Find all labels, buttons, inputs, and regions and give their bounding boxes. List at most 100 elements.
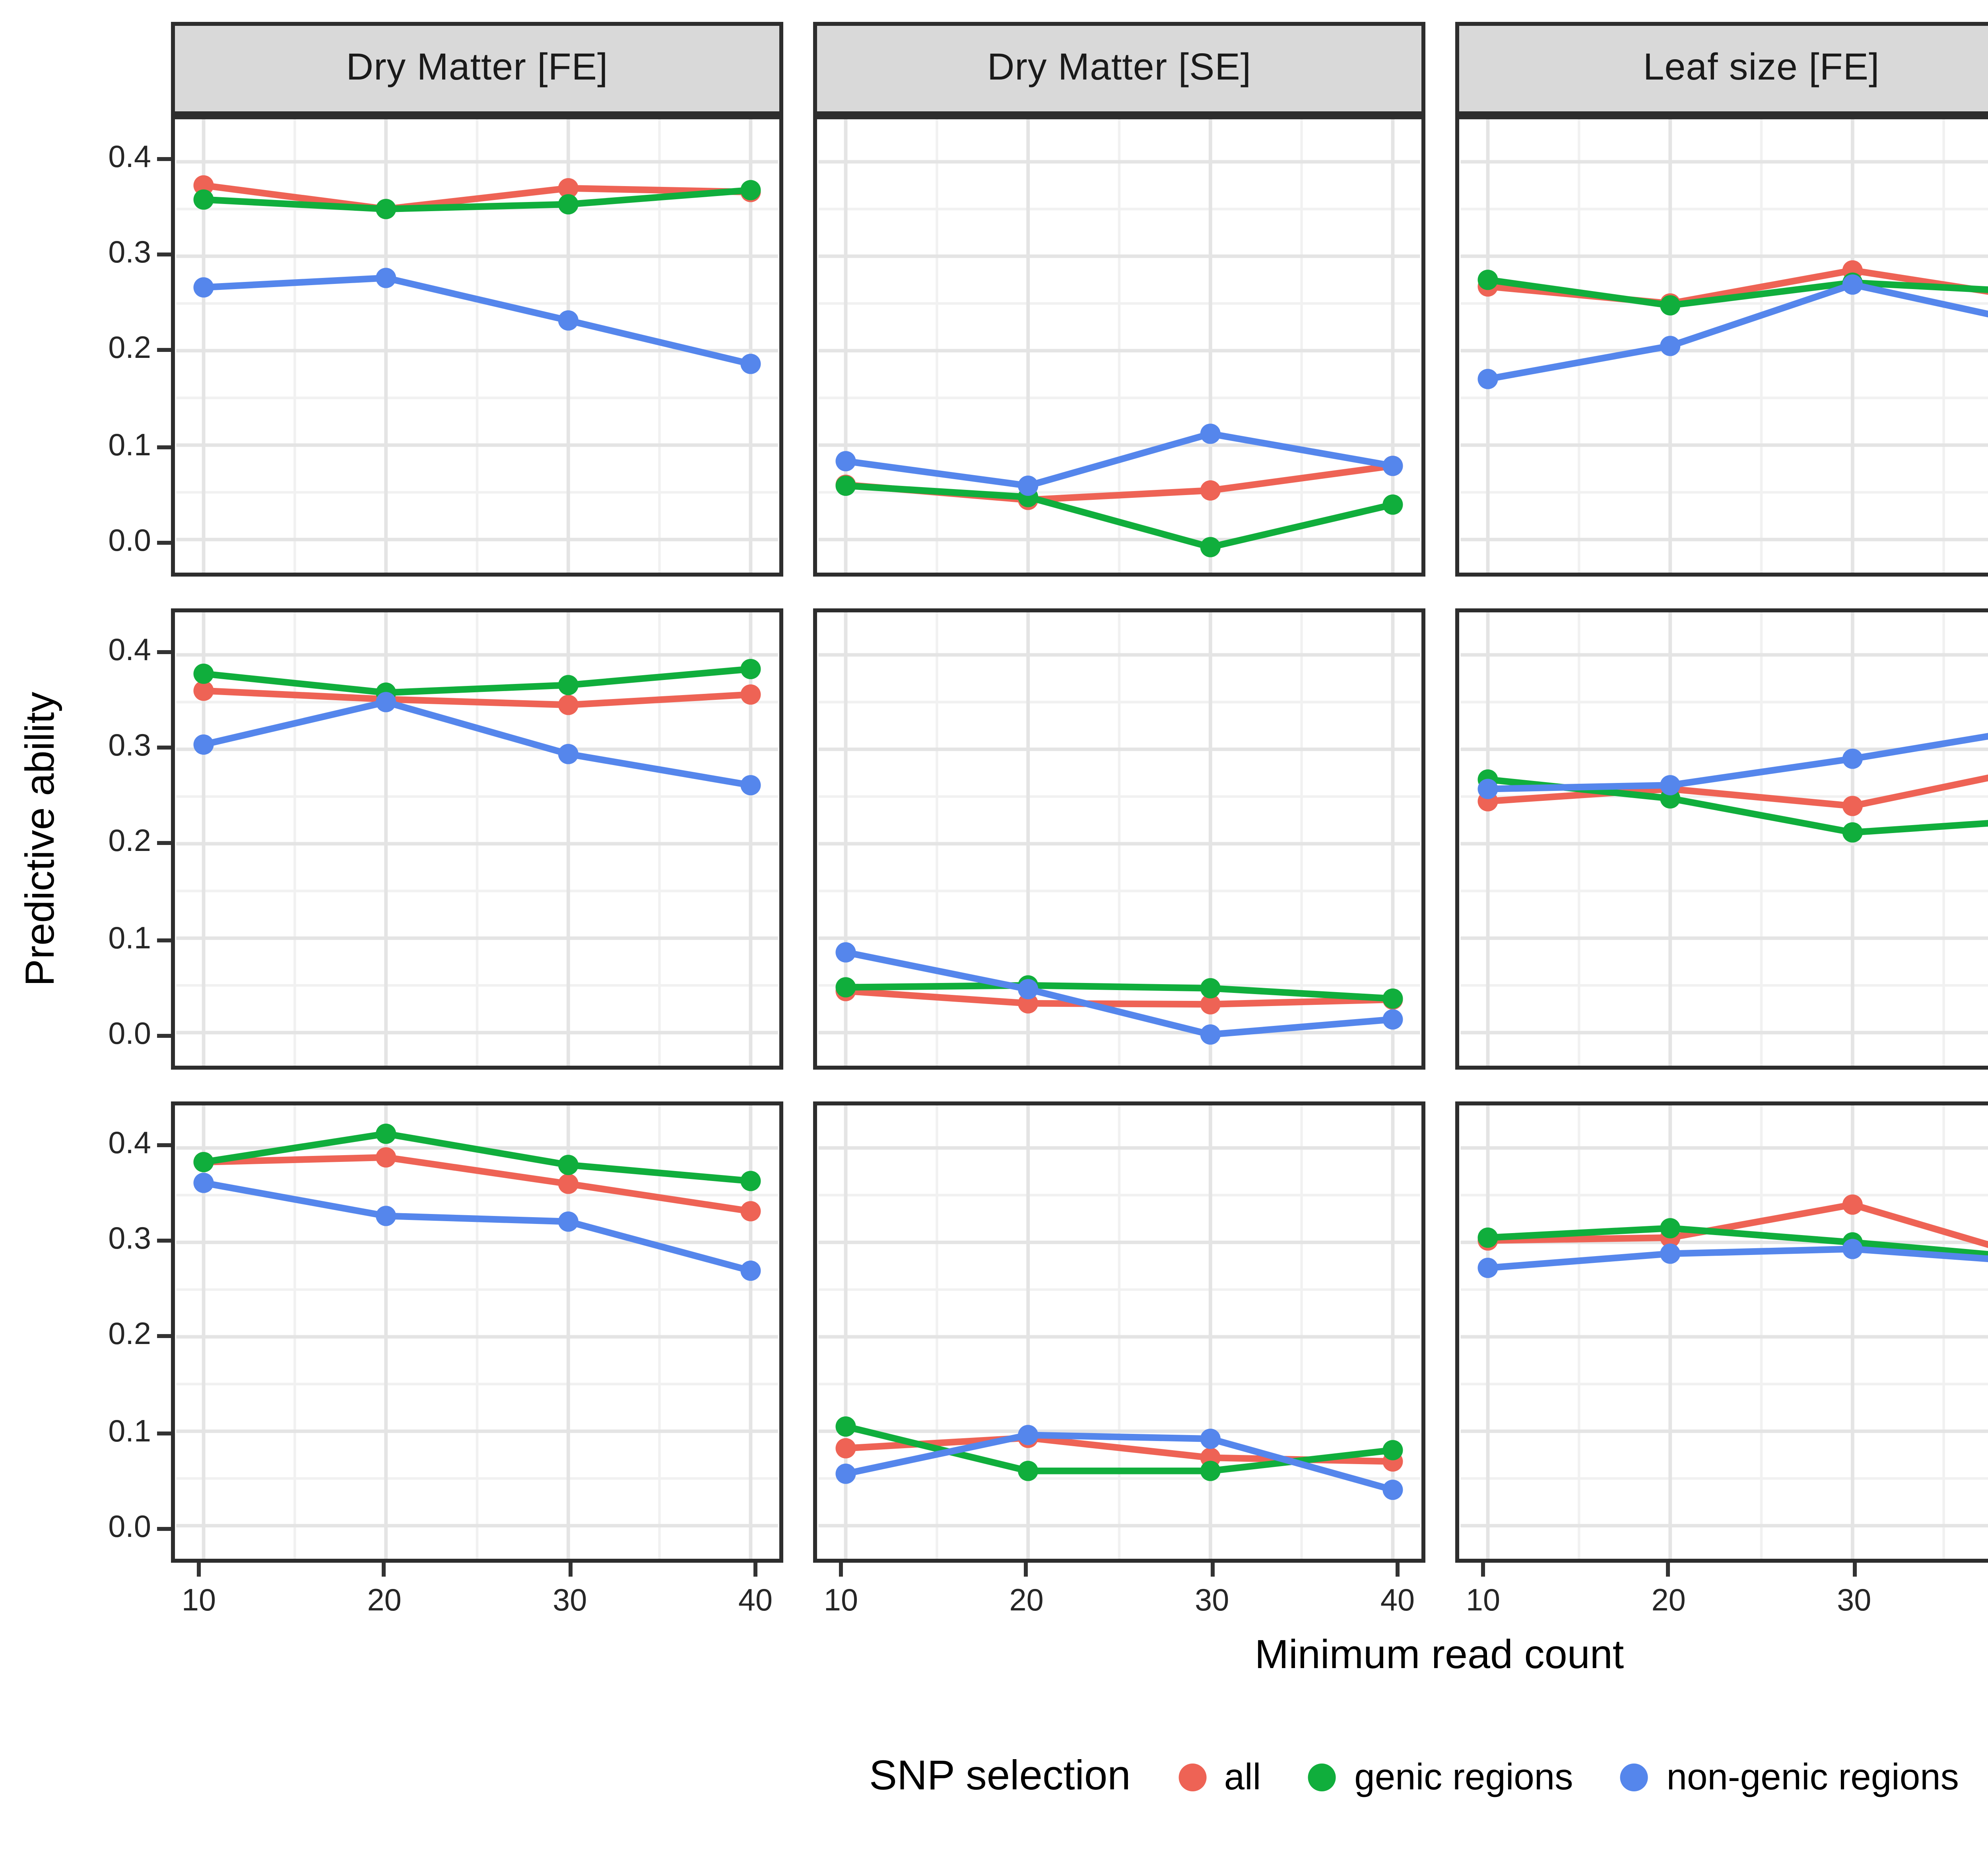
data-point <box>193 189 214 210</box>
y-tick-label: 0.3 <box>108 730 151 764</box>
panel-plot <box>176 612 778 1066</box>
legend: SNP selection all genic regions non-genic … <box>869 1754 1959 1801</box>
data-point <box>1842 274 1863 295</box>
y-tick-label: 0.2 <box>108 826 151 860</box>
y-tick-label: 0.1 <box>108 429 151 463</box>
series-line <box>203 274 751 367</box>
y-tick-mark <box>157 156 171 161</box>
data-point <box>835 1416 856 1437</box>
x-tick-mark <box>1481 1563 1485 1577</box>
data-point <box>740 775 761 796</box>
series-line <box>1487 1201 1988 1248</box>
data-point <box>1842 1239 1863 1259</box>
y-tick-mark <box>157 1527 171 1531</box>
data-point <box>835 1438 856 1459</box>
data-point <box>835 977 856 998</box>
x-tick-label: 10 <box>823 1585 858 1618</box>
y-tick-mark <box>157 445 171 449</box>
data-point <box>1382 1480 1403 1500</box>
data-point <box>740 684 761 705</box>
panel-plot <box>176 1105 778 1559</box>
data-point <box>1200 994 1221 1015</box>
data-point <box>558 1173 579 1194</box>
series-line <box>845 1431 1394 1493</box>
x-tick-mark <box>1852 1563 1856 1577</box>
y-tick-label: 0.2 <box>108 333 151 367</box>
panel-plot <box>1460 1105 1988 1559</box>
data-point <box>1018 979 1039 1000</box>
data-point <box>558 1155 579 1175</box>
series-line <box>845 430 1394 489</box>
panel-plot <box>1460 612 1988 1066</box>
y-tick-mark <box>157 938 171 942</box>
data-point <box>1660 295 1681 316</box>
y-tick-mark <box>157 1142 171 1147</box>
series-line <box>203 687 751 709</box>
panel <box>813 1101 1425 1563</box>
data-point <box>1382 1440 1403 1461</box>
data-point <box>1382 494 1403 515</box>
series-line <box>845 482 1394 551</box>
x-tick-mark <box>568 1563 572 1577</box>
facet-column-strip: Leaf size [FE] <box>1455 22 1988 115</box>
data-point <box>1382 988 1403 1009</box>
data-point <box>1660 1243 1681 1264</box>
data-point <box>1200 1428 1221 1449</box>
data-point <box>1660 775 1681 796</box>
series-line <box>203 698 751 789</box>
legend-label: all <box>1224 1756 1261 1797</box>
data-point <box>558 675 579 695</box>
y-tick-label: 0.3 <box>108 1223 151 1257</box>
x-tick-label: 10 <box>1466 1585 1501 1618</box>
x-tick-mark <box>1210 1563 1214 1577</box>
y-tick-label: 0.1 <box>108 1415 151 1449</box>
series-line <box>1487 1225 1988 1258</box>
y-tick-mark <box>157 349 171 353</box>
data-point <box>558 194 579 215</box>
x-tick-label: 40 <box>1380 1585 1415 1618</box>
data-point <box>1018 1425 1039 1445</box>
series-line <box>203 182 751 213</box>
panel <box>813 115 1425 577</box>
x-tick-mark <box>1024 1563 1029 1577</box>
data-point <box>1477 369 1498 389</box>
series-line <box>1487 1245 1988 1271</box>
panel-plot <box>818 119 1420 573</box>
facet-column-label: Leaf size [FE] <box>1643 47 1880 89</box>
panel-plot <box>1460 119 1988 573</box>
x-tick-mark <box>197 1563 201 1577</box>
legend-marker-icon <box>1621 1764 1649 1791</box>
x-tick-label: 30 <box>1195 1585 1229 1618</box>
y-tick-mark <box>157 1034 171 1038</box>
series-line <box>1487 774 1988 810</box>
facet-column-strip: Dry Matter [FE] <box>171 22 783 115</box>
data-point <box>1018 993 1039 1014</box>
data-point <box>740 1171 761 1191</box>
data-point <box>835 942 856 963</box>
data-point <box>1382 1009 1403 1030</box>
data-point <box>1477 779 1498 799</box>
facet-column-label: Dry Matter [SE] <box>987 47 1252 89</box>
y-tick-mark <box>157 1431 171 1435</box>
data-point <box>376 1206 396 1226</box>
y-tick-mark <box>157 649 171 654</box>
x-tick-mark <box>1396 1563 1400 1577</box>
panel <box>1455 1101 1988 1563</box>
x-axis-title: Minimum read count <box>1254 1632 1624 1678</box>
data-point <box>1018 1461 1039 1481</box>
data-point <box>193 663 214 684</box>
data-point <box>376 692 396 713</box>
data-point <box>558 1211 579 1232</box>
data-point <box>193 1152 214 1173</box>
y-tick-mark <box>157 1239 171 1243</box>
panel <box>171 1101 783 1563</box>
series-line <box>203 1154 751 1215</box>
data-point <box>193 680 214 701</box>
y-tick-mark <box>157 252 171 257</box>
data-point <box>1200 423 1221 444</box>
series-line <box>203 1179 752 1274</box>
facet-column-label: Dry Matter [FE] <box>346 47 608 89</box>
legend-entry: all <box>1178 1756 1261 1799</box>
panel <box>171 608 783 1070</box>
